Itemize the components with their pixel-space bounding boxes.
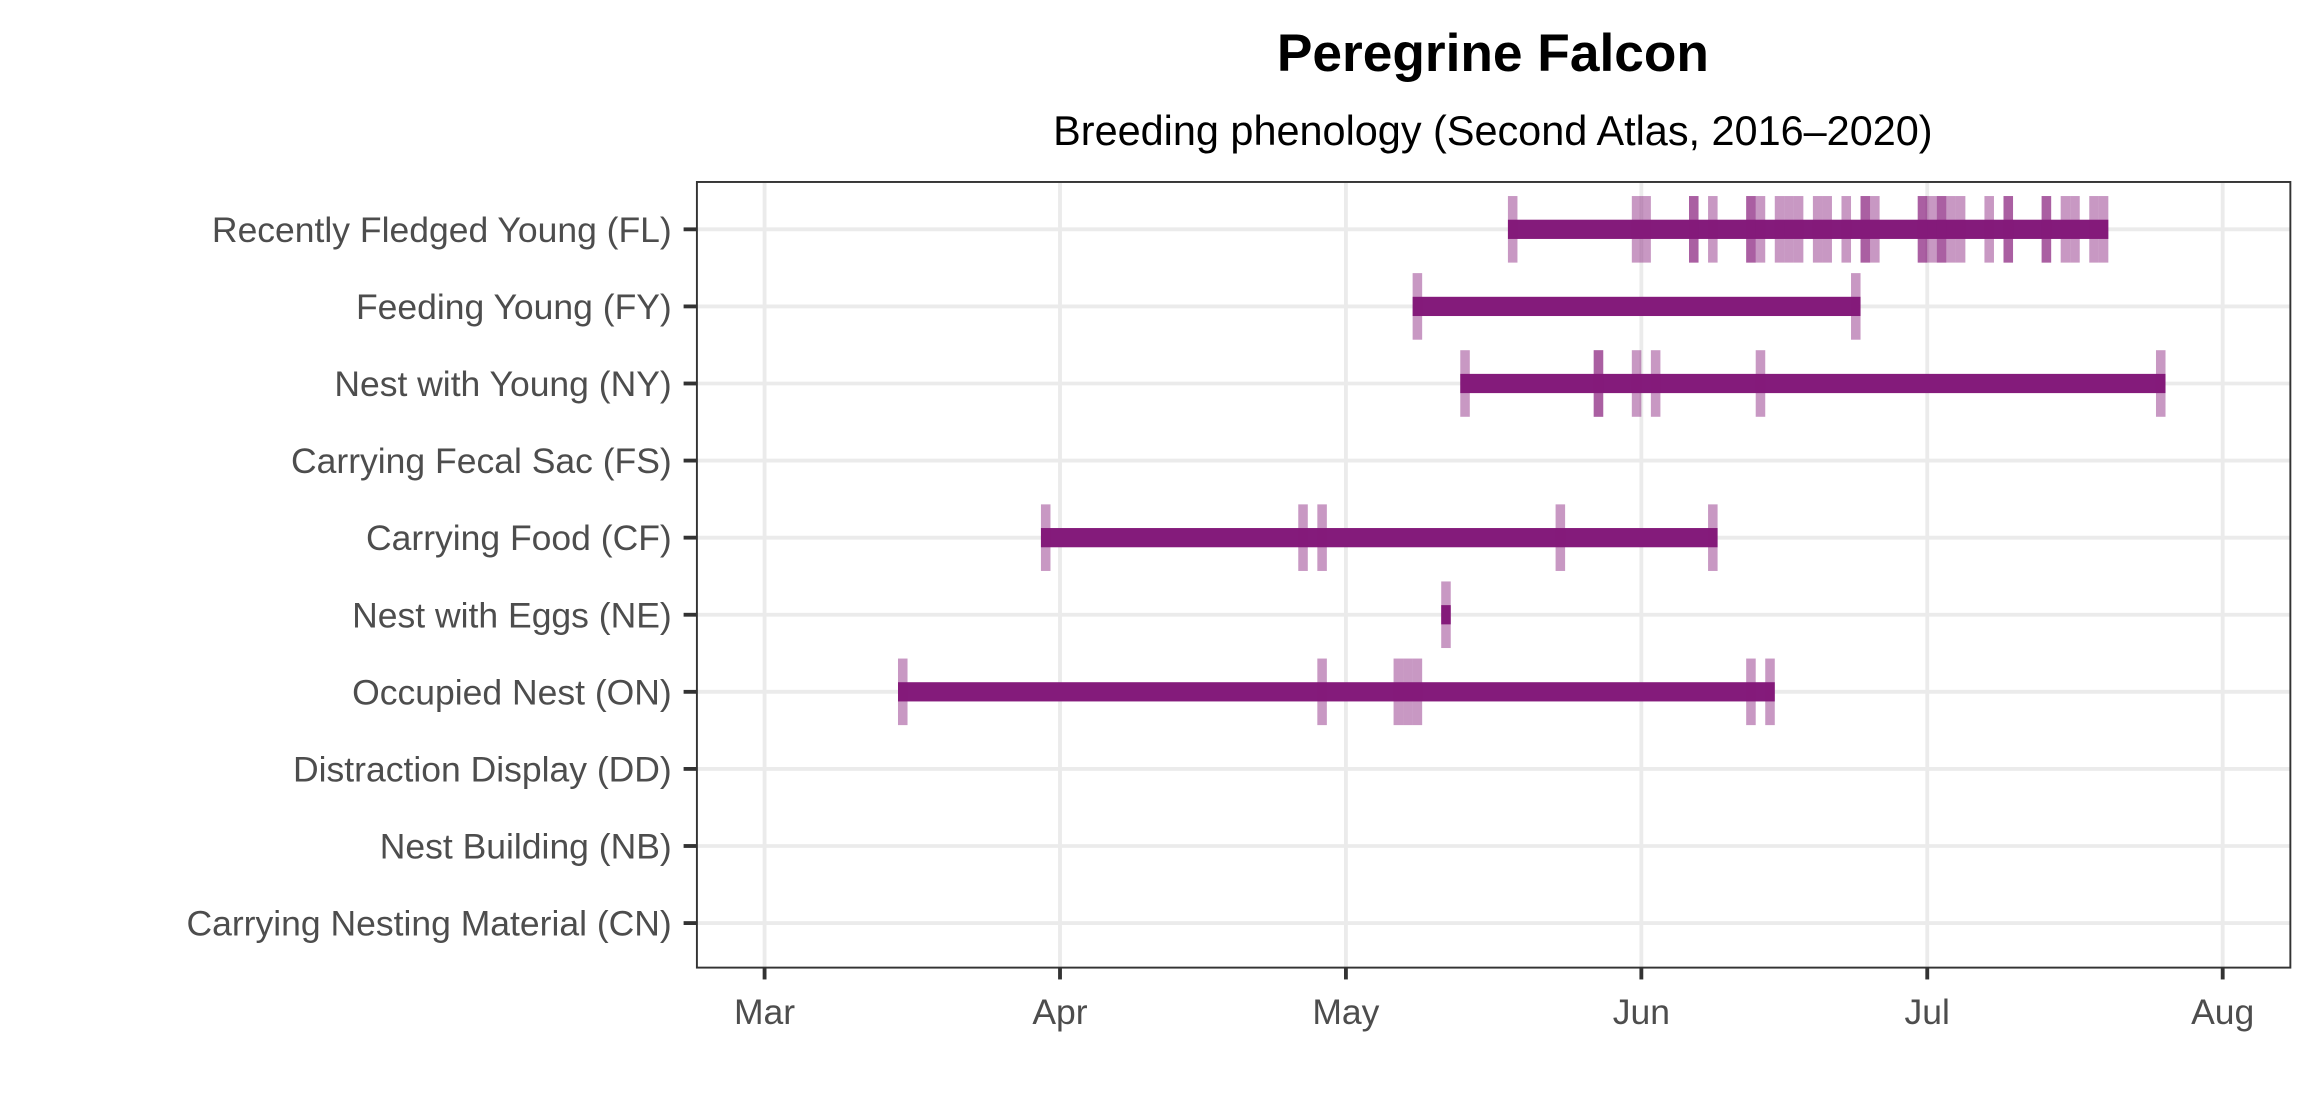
observation-tick xyxy=(1755,196,1766,263)
phenology-bar xyxy=(1040,528,1718,548)
observation-tick xyxy=(1317,504,1327,571)
observation-tick xyxy=(1412,658,1423,726)
phenology-bar xyxy=(1441,605,1451,625)
chart-title: Peregrine Falcon xyxy=(1277,24,1709,83)
observation-tick xyxy=(1641,196,1651,263)
observation-tick xyxy=(2070,196,2080,263)
y-tick-label: Carrying Food (CF) xyxy=(366,518,672,558)
y-tick-label: Nest with Young (NY) xyxy=(334,364,671,404)
y-tick-label: Recently Fledged Young (FL) xyxy=(212,210,672,250)
observation-tick xyxy=(1393,658,1404,726)
observation-tick xyxy=(1593,350,1604,417)
observation-tick xyxy=(2041,196,2052,263)
observation-tick xyxy=(1936,196,1947,263)
observation-tick xyxy=(1774,196,1785,263)
observation-tick xyxy=(1040,504,1051,571)
observation-tick xyxy=(1441,581,1451,649)
y-tick-label: Occupied Nest (ON) xyxy=(352,672,672,712)
observation-tick xyxy=(1593,350,1604,417)
phenology-bar xyxy=(1412,296,1861,317)
chart-subtitle: Breeding phenology (Second Atlas, 2016–2… xyxy=(1053,108,1932,154)
observation-tick xyxy=(1917,196,1928,263)
observation-tick xyxy=(1841,196,1852,263)
y-tick-label: Distraction Display (DD) xyxy=(293,749,672,789)
x-tick-label: Aug xyxy=(2191,992,2254,1032)
observation-tick xyxy=(1955,196,1966,263)
x-tick-label: Mar xyxy=(734,992,795,1032)
observation-tick xyxy=(1946,196,1956,263)
phenology-bar xyxy=(1460,373,2166,394)
phenology-bar xyxy=(1507,219,2109,239)
observation-tick xyxy=(1460,350,1470,417)
y-tick-label: Feeding Young (FY) xyxy=(356,287,672,327)
observation-tick xyxy=(1708,196,1718,263)
x-tick-label: Jun xyxy=(1613,992,1670,1032)
observation-tick xyxy=(1412,273,1423,340)
observation-tick xyxy=(1555,504,1566,571)
observation-tick xyxy=(1765,658,1775,726)
observation-tick xyxy=(2155,350,2166,417)
observation-tick xyxy=(1917,196,1928,263)
observation-tick xyxy=(1689,196,1699,263)
plot-border xyxy=(695,181,2292,969)
observation-tick xyxy=(1870,196,1880,263)
y-tick-label: Nest Building (NB) xyxy=(380,827,672,867)
observation-tick xyxy=(1689,196,1699,263)
observation-tick xyxy=(1507,196,1518,263)
observation-tick xyxy=(1746,196,1756,263)
observation-tick xyxy=(1317,658,1327,726)
observation-tick xyxy=(1927,196,1937,263)
observation-tick xyxy=(1298,504,1308,571)
observation-tick xyxy=(1631,196,1642,263)
observation-tick xyxy=(1708,504,1718,571)
observation-tick xyxy=(1851,273,1861,340)
observation-tick xyxy=(897,658,908,726)
observation-tick xyxy=(1822,196,1832,263)
observation-tick xyxy=(1755,350,1766,417)
x-tick-label: Jul xyxy=(1905,992,1950,1032)
x-tick-label: Apr xyxy=(1032,992,1087,1032)
observation-tick xyxy=(1793,196,1804,263)
y-tick-label: Carrying Nesting Material (CN) xyxy=(186,904,671,944)
observation-tick xyxy=(1746,196,1756,263)
y-tick-label: Carrying Fecal Sac (FS) xyxy=(291,441,672,481)
observation-tick xyxy=(1812,196,1823,263)
x-tick-label: May xyxy=(1312,992,1379,1032)
observation-tick xyxy=(2041,196,2052,263)
observation-tick xyxy=(1936,196,1947,263)
phenology-bar xyxy=(897,682,1775,702)
observation-tick xyxy=(2003,196,2014,263)
observation-tick xyxy=(1784,196,1794,263)
observation-tick xyxy=(1746,658,1756,726)
observation-tick xyxy=(1631,350,1642,417)
observation-tick xyxy=(2060,196,2071,263)
observation-tick xyxy=(1403,658,1413,726)
y-tick-label: Nest with Eggs (NE) xyxy=(352,595,672,635)
observation-tick xyxy=(2003,196,2014,263)
observation-tick xyxy=(2089,196,2099,263)
observation-tick xyxy=(2098,196,2109,263)
data-marks xyxy=(897,196,2166,726)
y-axis: Recently Fledged Young (FL) Feeding Young… xyxy=(186,210,697,944)
observation-tick xyxy=(1860,196,1871,263)
observation-tick xyxy=(1984,196,1994,263)
observation-tick xyxy=(1860,196,1871,263)
x-axis: Mar Apr May Jun Jul Aug xyxy=(734,967,2254,1032)
observation-tick xyxy=(1650,350,1661,417)
